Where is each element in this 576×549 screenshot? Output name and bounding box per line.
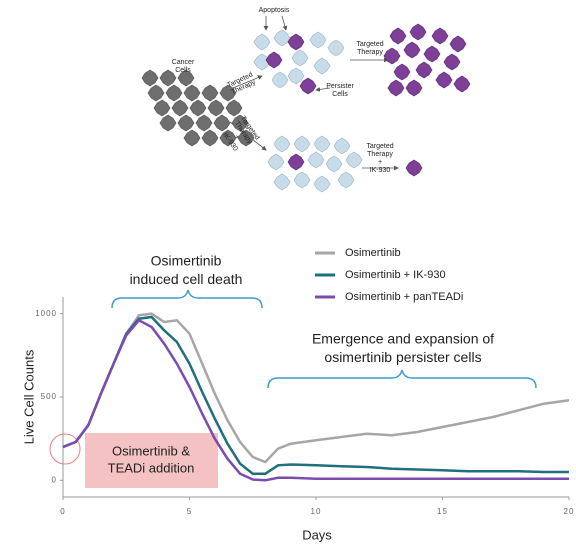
cell <box>166 85 182 101</box>
cell <box>384 48 400 64</box>
cell <box>202 85 218 101</box>
cell <box>274 136 290 152</box>
cell <box>450 36 466 52</box>
cell <box>196 115 212 131</box>
annotation: Osimertinib <box>151 253 222 269</box>
cell <box>454 76 470 92</box>
cell <box>274 30 290 46</box>
cell <box>266 52 282 68</box>
cell <box>288 68 304 84</box>
cell <box>190 100 206 116</box>
cell <box>406 80 422 96</box>
cell <box>148 85 164 101</box>
cell <box>202 130 218 146</box>
cell <box>416 62 432 78</box>
y-tick-label: 1000 <box>35 309 57 318</box>
cell <box>208 100 224 116</box>
x-tick-label: 20 <box>564 507 575 516</box>
cell <box>154 100 170 116</box>
cell <box>444 54 460 70</box>
cell <box>390 28 406 44</box>
cell <box>314 58 330 74</box>
diagram-label: Cells <box>332 91 348 98</box>
legend-label: Osimertinib + panTEADi <box>345 291 463 303</box>
cell <box>334 138 350 154</box>
y-tick-label: 0 <box>52 475 57 484</box>
cell <box>274 174 290 190</box>
legend-label: Osimertinib <box>345 247 401 259</box>
cell <box>308 152 324 168</box>
cell <box>184 130 200 146</box>
cell <box>272 72 288 88</box>
cell <box>404 42 420 58</box>
annotation: osimertinib persister cells <box>324 349 481 365</box>
cell <box>326 156 342 172</box>
figure: ApoptosisCancerCellsTargetedTherapyPersi… <box>0 0 576 549</box>
diagram-label: Targeted <box>356 41 383 48</box>
cell <box>394 64 410 80</box>
cell <box>160 115 176 131</box>
annotation: Osimertinib & <box>112 443 190 458</box>
cell <box>294 136 310 152</box>
annotation: induced cell death <box>130 271 243 287</box>
cell <box>300 78 316 94</box>
cell <box>292 50 308 66</box>
diagram-label: Targeted <box>366 143 393 150</box>
cell <box>410 24 426 40</box>
diagram-label: Therapy <box>357 49 383 56</box>
cell <box>294 172 310 188</box>
cell <box>346 152 362 168</box>
cell <box>172 100 188 116</box>
cell <box>160 70 176 86</box>
start-marker <box>50 434 80 464</box>
cell <box>424 46 440 62</box>
cell <box>406 160 422 176</box>
cell <box>268 154 284 170</box>
x-axis-label: Days <box>302 527 332 542</box>
diagram-label: Apoptosis <box>259 7 290 14</box>
cell <box>178 115 194 131</box>
diagram-label: Cancer <box>172 59 195 66</box>
diagram-label: IK-930 <box>370 167 391 174</box>
cell <box>436 72 452 88</box>
cell <box>142 70 158 86</box>
cell <box>338 172 354 188</box>
cell <box>288 154 304 170</box>
y-tick-label: 500 <box>41 392 57 401</box>
cell <box>388 80 404 96</box>
x-tick-label: 10 <box>311 507 322 516</box>
cell <box>432 28 448 44</box>
cell <box>310 32 326 48</box>
cell <box>226 100 242 116</box>
cell <box>214 115 230 131</box>
cell <box>314 176 330 192</box>
diagram-label: + <box>378 159 382 166</box>
cell <box>254 34 270 50</box>
x-tick-label: 5 <box>187 507 192 516</box>
cell <box>184 85 200 101</box>
annotation: TEADi addition <box>108 460 195 475</box>
annotation: Emergence and expansion of <box>312 331 494 347</box>
cell <box>288 34 304 50</box>
diagram-label: Persister <box>326 83 354 90</box>
legend-label: Osimertinib + IK-930 <box>345 269 446 281</box>
label-group: CancerCells <box>172 59 195 74</box>
x-tick-label: 15 <box>437 507 448 516</box>
x-tick-label: 0 <box>60 507 65 516</box>
diagram-label: Therapy <box>367 151 393 158</box>
diagram-label: Cells <box>175 67 191 74</box>
cell <box>328 40 344 56</box>
cell <box>314 136 330 152</box>
y-axis-label: Live Cell Counts <box>21 349 36 444</box>
